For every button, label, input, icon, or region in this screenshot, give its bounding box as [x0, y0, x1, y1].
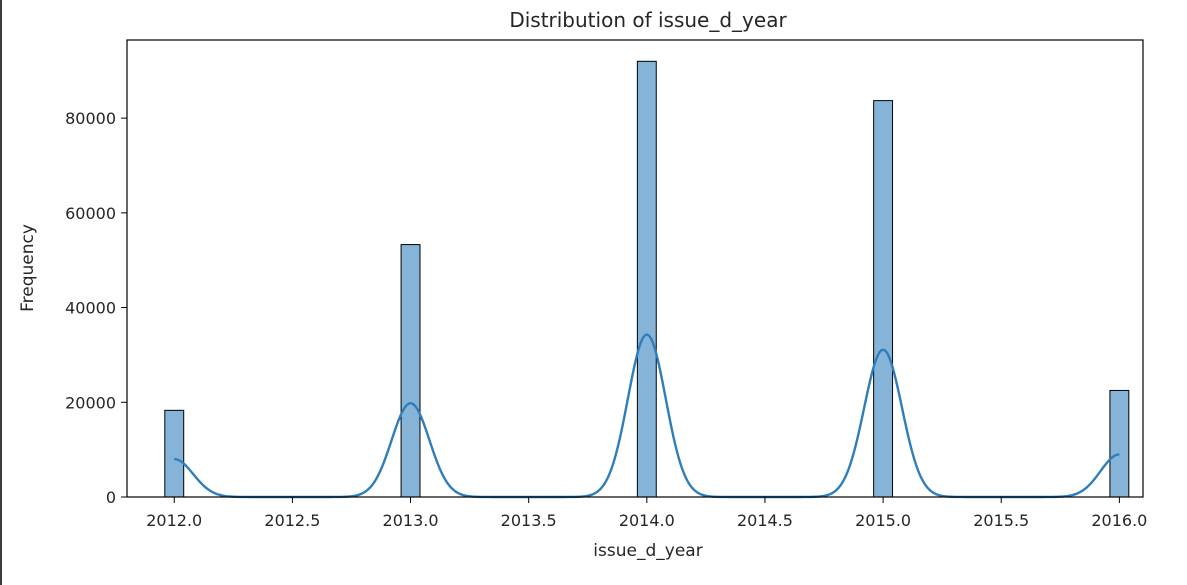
y-axis-label: Frequency: [18, 224, 38, 312]
histogram-bar-0: [164, 409, 185, 498]
x-tick-label-4: 2014.0: [619, 511, 675, 530]
x-axis-label: issue_d_year: [593, 541, 702, 561]
x-tick-label-1: 2012.5: [264, 511, 320, 530]
x-tick-label-7: 2015.5: [973, 511, 1029, 530]
histogram-bar-2: [636, 60, 657, 498]
chart-title: Distribution of issue_d_year: [509, 8, 787, 32]
x-tick-label-8: 2016.0: [1091, 511, 1147, 530]
y-tick-label-0: 0: [106, 488, 116, 507]
x-tick-label-2: 2013.0: [383, 511, 439, 530]
y-tick-label-1: 20000: [65, 393, 116, 412]
histogram-bar-1: [400, 244, 421, 498]
y-tick-label-3: 60000: [65, 204, 116, 223]
plot-area-frame: [126, 39, 1144, 498]
bars-layer: [164, 60, 1130, 498]
y-tick-label-4: 80000: [65, 109, 116, 128]
x-tick-label-0: 2012.0: [146, 511, 202, 530]
y-tick-label-2: 40000: [65, 299, 116, 318]
histogram-bar-4: [1109, 389, 1130, 498]
x-tick-label-6: 2015.0: [855, 511, 911, 530]
x-tick-label-5: 2014.5: [737, 511, 793, 530]
y-axis-ticks: 0 20000 40000 60000 80000: [65, 109, 127, 507]
histogram-bar-3: [873, 100, 894, 498]
x-tick-label-3: 2013.5: [501, 511, 557, 530]
x-axis-ticks: 2012.0 2012.5 2013.0 2013.5 2014.0 2014.5 2015…: [146, 497, 1147, 530]
